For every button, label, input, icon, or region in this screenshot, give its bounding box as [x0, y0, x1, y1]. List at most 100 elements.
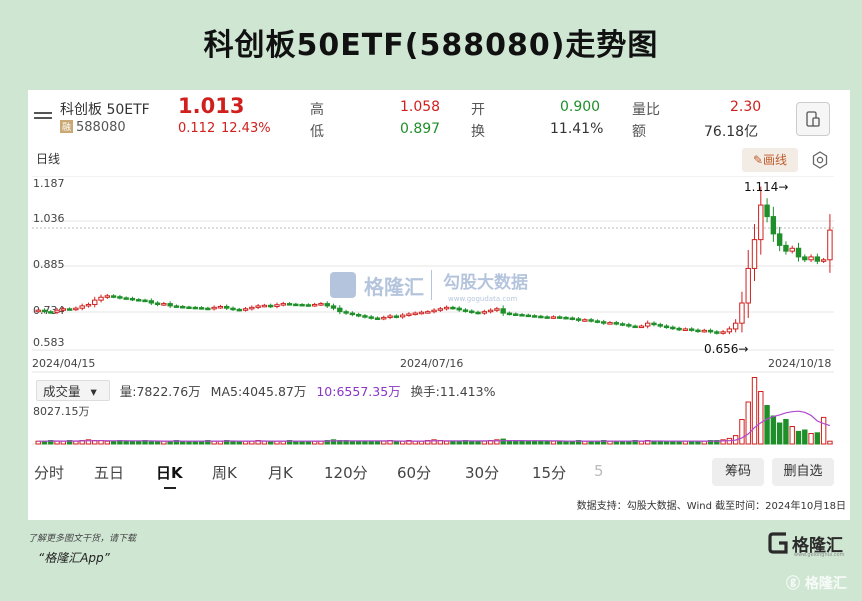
candle-body: [85, 303, 92, 307]
candle-body: [632, 325, 638, 329]
candle-body: [770, 216, 777, 235]
candle-body: [676, 327, 682, 331]
candle-body: [286, 303, 293, 306]
volume-value: 量:7822.76万: [119, 384, 201, 399]
tab-weekly-k[interactable]: 周K: [212, 464, 237, 482]
candle-body: [670, 326, 676, 330]
y-tick-label: 0.885: [33, 258, 65, 271]
volume-bar: [123, 440, 129, 445]
volume-bar: [481, 440, 488, 445]
candle-body: [437, 308, 444, 311]
chart-grid: [32, 176, 834, 445]
pencil-icon: ✎: [752, 153, 764, 167]
candle-body: [450, 306, 456, 310]
layout-toggle-button[interactable]: [796, 102, 830, 136]
tab-15min[interactable]: 15分: [532, 464, 567, 482]
low-label: 低: [310, 124, 324, 140]
candle-body: [355, 314, 362, 317]
security-name: 科创板 50ETF: [60, 102, 150, 118]
tab-daily-k[interactable]: 日K: [156, 464, 183, 482]
candle-body: [575, 318, 582, 321]
candle-body: [569, 317, 575, 320]
tab-intraday[interactable]: 分时: [34, 464, 65, 482]
high-annotation: 1.114→: [744, 180, 788, 194]
candle-body: [318, 303, 324, 306]
tab-monthly-k[interactable]: 月K: [268, 464, 293, 482]
candle-body: [783, 244, 789, 252]
volume-bar: [129, 440, 136, 445]
candle-body: [431, 309, 437, 313]
candle-body: [280, 303, 286, 306]
volume-bar: [758, 391, 764, 445]
high-value: 1.058: [400, 99, 441, 115]
footer-logo: 格隆汇 www.gelonghui.com: [768, 528, 848, 562]
volume-bar: [374, 440, 381, 445]
volratio-label: 量比: [632, 102, 660, 118]
candle-body: [582, 319, 588, 322]
candle-body: [343, 311, 349, 314]
volume-bar: [550, 440, 557, 445]
volume-bar: [557, 440, 563, 445]
volume-bar: [136, 440, 142, 445]
candle-body: [657, 324, 663, 327]
candle-body: [462, 309, 469, 312]
tab-5min[interactable]: 5: [594, 462, 604, 480]
draw-line-button[interactable]: ✎画线: [742, 148, 798, 172]
candle-body: [117, 296, 123, 299]
candle-body: [682, 328, 689, 331]
volume-bar: [443, 440, 450, 445]
watermark-brand: 格隆汇: [364, 275, 424, 299]
security-code: 融 588080: [60, 120, 126, 135]
chips-button[interactable]: 筹码: [712, 458, 764, 486]
active-tab-indicator: [164, 487, 176, 489]
indicator-select[interactable]: 成交量 ▾: [36, 380, 110, 401]
volume-bar: [575, 440, 582, 445]
price-volume-chart[interactable]: 格隆汇 勾股大数据 www.gogudata.com 1.187 1.036 0…: [28, 176, 850, 456]
candle-body: [563, 316, 569, 320]
volume-bar: [651, 440, 657, 445]
candle-body: [54, 309, 60, 313]
amount-label: 额: [632, 124, 646, 140]
candle-body: [368, 316, 374, 319]
candle-body: [330, 305, 337, 309]
tab-five-day[interactable]: 五日: [94, 464, 125, 482]
candle-body: [406, 313, 412, 316]
candle-body: [192, 306, 198, 310]
volume-bar: [355, 440, 362, 445]
candle-body: [305, 304, 312, 307]
volume-bar: [148, 440, 155, 445]
remove-watchlist-button[interactable]: 删自选: [772, 458, 834, 486]
tab-60min[interactable]: 60分: [397, 464, 432, 482]
candle-body: [544, 316, 550, 319]
candle-body: [92, 299, 98, 305]
page-title: 科创板50ETF(588080)走势图: [203, 28, 659, 63]
y-tick-label: 1.036: [33, 212, 65, 225]
candle-body: [110, 295, 117, 298]
candle-body: [619, 323, 626, 326]
logo-text: 格隆汇: [792, 536, 843, 556]
settings-icon[interactable]: [811, 151, 829, 169]
menu-icon[interactable]: [34, 112, 52, 124]
volume-bar: [827, 440, 833, 445]
ma-line: [38, 410, 831, 442]
candlestick-series: [35, 186, 833, 335]
volume-bar: [776, 422, 783, 445]
volume-bar: [795, 430, 802, 445]
high-label: 高: [310, 102, 324, 118]
candle-body: [255, 305, 261, 308]
volume-bar: [456, 440, 462, 445]
candle-body: [601, 321, 607, 324]
tab-120min[interactable]: 120分: [324, 464, 368, 482]
candle-body: [412, 312, 418, 316]
tab-30min[interactable]: 30分: [465, 464, 500, 482]
candle-body: [230, 307, 236, 311]
candle-body: [148, 300, 155, 304]
candle-body: [827, 229, 833, 261]
candle-body: [136, 299, 142, 302]
x-tick-label: 2024/07/16: [400, 357, 463, 370]
candle-body: [381, 316, 387, 320]
candle-body: [481, 311, 488, 314]
candle-body: [550, 316, 557, 319]
candle-body: [789, 247, 795, 252]
candle-body: [714, 331, 720, 334]
